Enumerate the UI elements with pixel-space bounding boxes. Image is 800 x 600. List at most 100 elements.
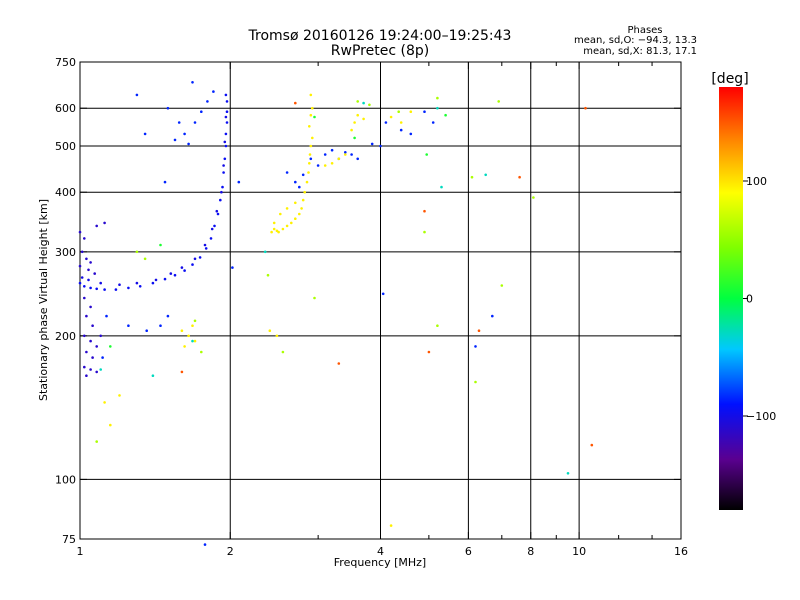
data-point <box>95 370 98 374</box>
data-point <box>266 273 270 277</box>
data-point <box>210 227 214 231</box>
data-point <box>173 273 177 277</box>
data-point <box>135 281 139 285</box>
data-point <box>532 196 535 199</box>
y-tick-label: 100 <box>55 473 76 486</box>
data-point <box>436 96 439 100</box>
data-point <box>209 237 213 240</box>
data-point <box>85 314 88 318</box>
data-point <box>344 151 347 154</box>
data-point <box>135 93 139 97</box>
data-point <box>166 314 170 318</box>
data-point <box>344 153 347 156</box>
data-point <box>85 374 88 378</box>
data-point <box>423 230 426 234</box>
data-point <box>193 121 197 124</box>
data-point <box>216 212 220 216</box>
data-point <box>308 153 312 156</box>
data-point <box>203 543 207 546</box>
data-point <box>301 198 305 202</box>
data-point <box>221 185 224 189</box>
data-point <box>263 250 267 254</box>
data-point <box>308 125 311 128</box>
data-point <box>109 423 112 427</box>
phase-annotation-heading: Phases <box>627 25 662 36</box>
data-point <box>436 106 439 110</box>
data-point <box>590 443 594 447</box>
x-tick-label: 2 <box>227 545 234 558</box>
data-point <box>323 164 327 167</box>
data-point <box>272 227 276 231</box>
data-point <box>99 281 102 285</box>
data-point <box>145 329 148 333</box>
data-point <box>470 175 474 179</box>
data-point <box>237 180 241 184</box>
data-point <box>427 350 431 354</box>
data-point <box>193 339 197 343</box>
data-point <box>224 144 228 148</box>
data-point <box>308 162 311 165</box>
colorbar-tick-label: 100 <box>746 175 767 188</box>
data-point <box>166 106 170 110</box>
x-tick-label: 1 <box>77 545 84 558</box>
data-point <box>118 283 121 287</box>
data-point <box>78 264 82 268</box>
data-point <box>95 345 98 348</box>
data-point <box>89 339 92 343</box>
data-point <box>277 230 280 234</box>
data-point <box>309 93 313 97</box>
data-point <box>474 380 477 384</box>
data-point <box>353 121 356 124</box>
y-tick-label: 750 <box>55 56 76 69</box>
data-point <box>95 224 98 228</box>
data-point <box>83 237 86 240</box>
axis-ticks: 1 2 4 6 8 10 16 75 100 200 300 400 500 600 750 <box>55 56 688 558</box>
data-point <box>225 110 229 113</box>
data-point <box>444 113 447 117</box>
data-point <box>362 101 365 105</box>
data-point <box>80 250 84 254</box>
data-point <box>198 256 202 259</box>
data-point <box>350 153 353 156</box>
data-point <box>83 296 86 300</box>
data-point <box>203 243 207 247</box>
colorbar-tick-label: −100 <box>746 410 776 423</box>
data-point <box>191 263 194 266</box>
data-point <box>93 272 96 275</box>
data-point <box>309 144 313 148</box>
data-point <box>85 257 88 261</box>
data-point <box>87 268 90 272</box>
data-point <box>300 207 303 210</box>
data-point <box>80 276 84 279</box>
data-point <box>323 153 327 156</box>
data-point <box>423 110 426 113</box>
data-point <box>356 113 360 117</box>
data-point <box>303 190 307 194</box>
data-point <box>95 287 98 291</box>
data-point <box>105 314 108 318</box>
y-tick-label: 75 <box>62 533 76 546</box>
data-point <box>222 171 225 174</box>
data-point <box>159 324 162 328</box>
data-point <box>399 121 403 124</box>
data-point <box>206 100 209 103</box>
y-tick-label: 600 <box>55 102 76 115</box>
data-point <box>204 247 208 250</box>
data-point <box>89 261 92 264</box>
data-point <box>337 362 341 365</box>
data-point <box>330 148 334 152</box>
colorbar <box>719 87 743 510</box>
data-point <box>379 144 382 148</box>
data-point <box>311 136 314 140</box>
x-tick-label: 4 <box>377 545 384 558</box>
data-point <box>285 171 289 174</box>
data-point <box>191 339 194 343</box>
data-point <box>183 269 186 272</box>
data-point <box>281 227 285 231</box>
data-point <box>127 324 130 328</box>
data-point <box>436 324 439 328</box>
data-point <box>212 90 215 93</box>
data-point <box>268 329 272 333</box>
grid-lines <box>80 62 681 539</box>
data-point <box>193 257 197 261</box>
